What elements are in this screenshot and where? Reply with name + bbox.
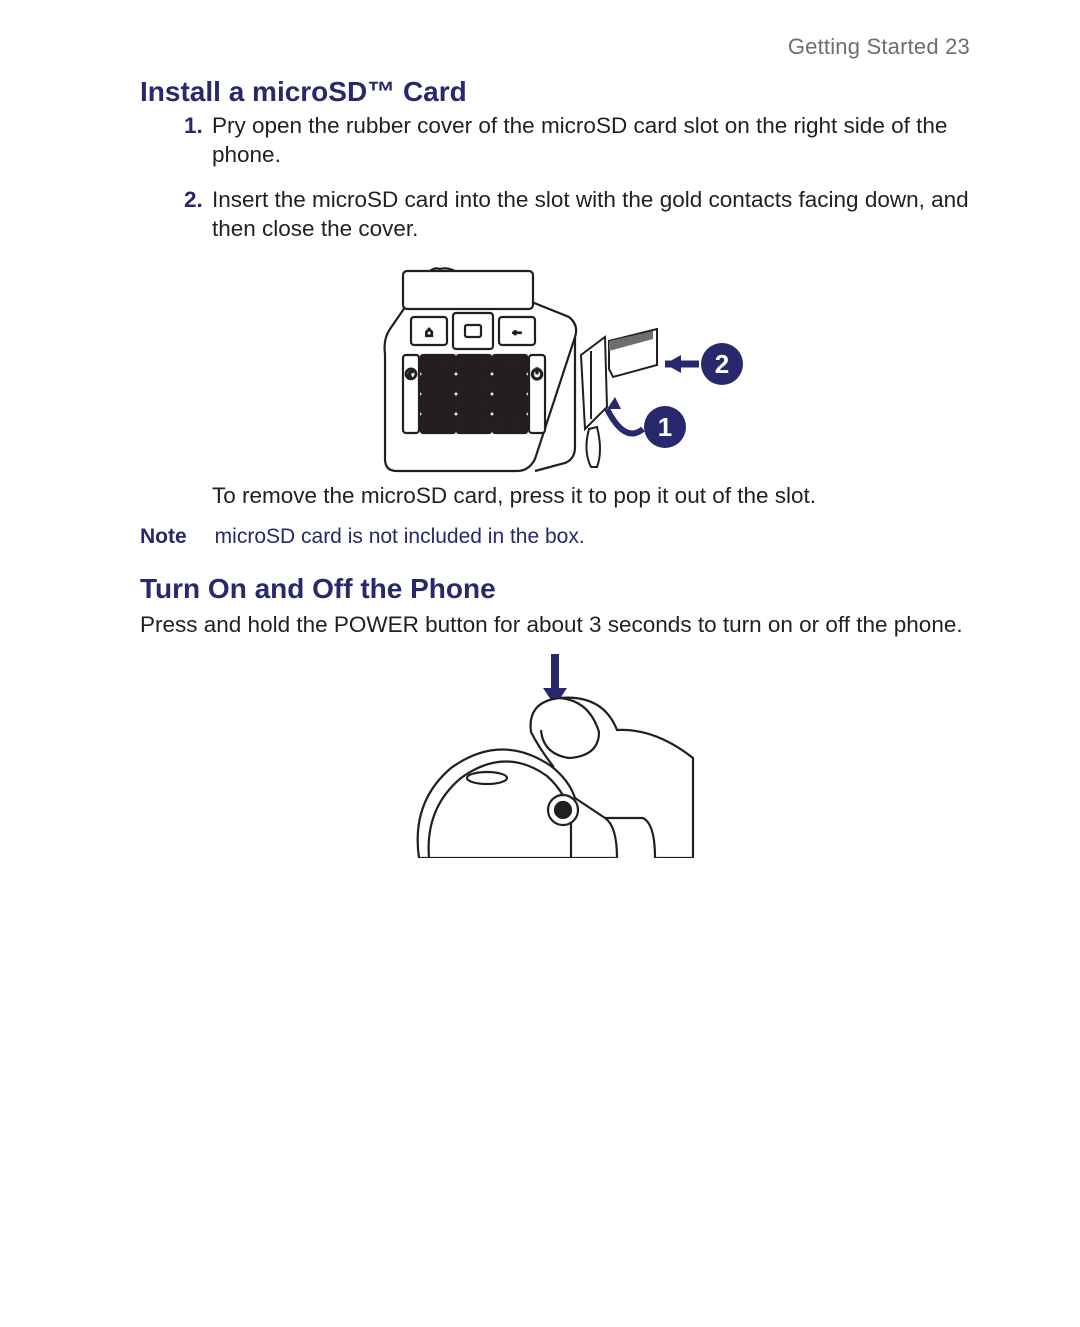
svg-text:2 ABC: 2 ABC — [461, 362, 480, 369]
arrow-open-cover-icon — [607, 397, 643, 434]
svg-text:7 PQRS: 7 PQRS — [424, 402, 449, 409]
svg-text:5 JKL: 5 JKL — [461, 382, 478, 389]
svg-text:⌂: ⌂ — [425, 324, 433, 339]
figure-microsd: ⌂ ← 1 oo 2 ABC 3 DEF 4 GHI 5 JKL 6 MNO — [140, 259, 970, 474]
svg-text:⏻: ⏻ — [531, 366, 542, 382]
step-number: 2. — [184, 186, 203, 215]
arrow-insert-card-icon — [665, 355, 699, 373]
microsd-diagram: ⌂ ← 1 oo 2 ABC 3 DEF 4 GHI 5 JKL 6 MNO — [345, 259, 765, 474]
svg-text:←: ← — [511, 323, 524, 338]
note-label: Note — [140, 525, 187, 549]
manual-page: Getting Started 23 Install a microSD™ Ca… — [0, 0, 1080, 1327]
svg-text:8 TUV: 8 TUV — [461, 402, 480, 409]
removal-instruction: To remove the microSD card, press it to … — [212, 482, 970, 511]
note-text: microSD card is not included in the box. — [215, 525, 585, 549]
callout-2-label: 2 — [715, 349, 729, 379]
svg-text:1 oo: 1 oo — [425, 362, 438, 369]
note-row: Note microSD card is not included in the… — [140, 525, 970, 549]
list-item: 1. Pry open the rubber cover of the micr… — [184, 112, 970, 170]
svg-text:4 GHI: 4 GHI — [425, 382, 442, 389]
svg-text:9WXYZ: 9WXYZ — [496, 402, 518, 409]
running-head: Getting Started 23 — [140, 34, 970, 60]
svg-text:6 MNO: 6 MNO — [497, 382, 518, 389]
callout-2-icon: 2 — [701, 343, 743, 385]
svg-text:0 +: 0 + — [465, 422, 474, 429]
callout-1-label: 1 — [658, 412, 672, 442]
heading-install-microsd: Install a microSD™ Card — [140, 76, 970, 108]
heading-turn-on-off: Turn On and Off the Phone — [140, 573, 970, 605]
step-number: 1. — [184, 112, 203, 141]
svg-text:* XT9: * XT9 — [425, 422, 442, 429]
power-diagram — [355, 648, 755, 858]
power-instruction: Press and hold the POWER button for abou… — [140, 611, 970, 640]
install-steps-list: 1. Pry open the rubber cover of the micr… — [184, 112, 970, 243]
svg-text:✆: ✆ — [405, 366, 417, 382]
svg-text:3 DEF: 3 DEF — [497, 362, 515, 369]
callout-1-icon: 1 — [644, 406, 686, 448]
figure-power — [140, 648, 970, 858]
list-item: 2. Insert the microSD card into the slot… — [184, 186, 970, 244]
step-text: Pry open the rubber cover of the microSD… — [212, 113, 947, 167]
step-text: Insert the microSD card into the slot wi… — [212, 187, 969, 241]
svg-text:#: # — [505, 422, 509, 429]
